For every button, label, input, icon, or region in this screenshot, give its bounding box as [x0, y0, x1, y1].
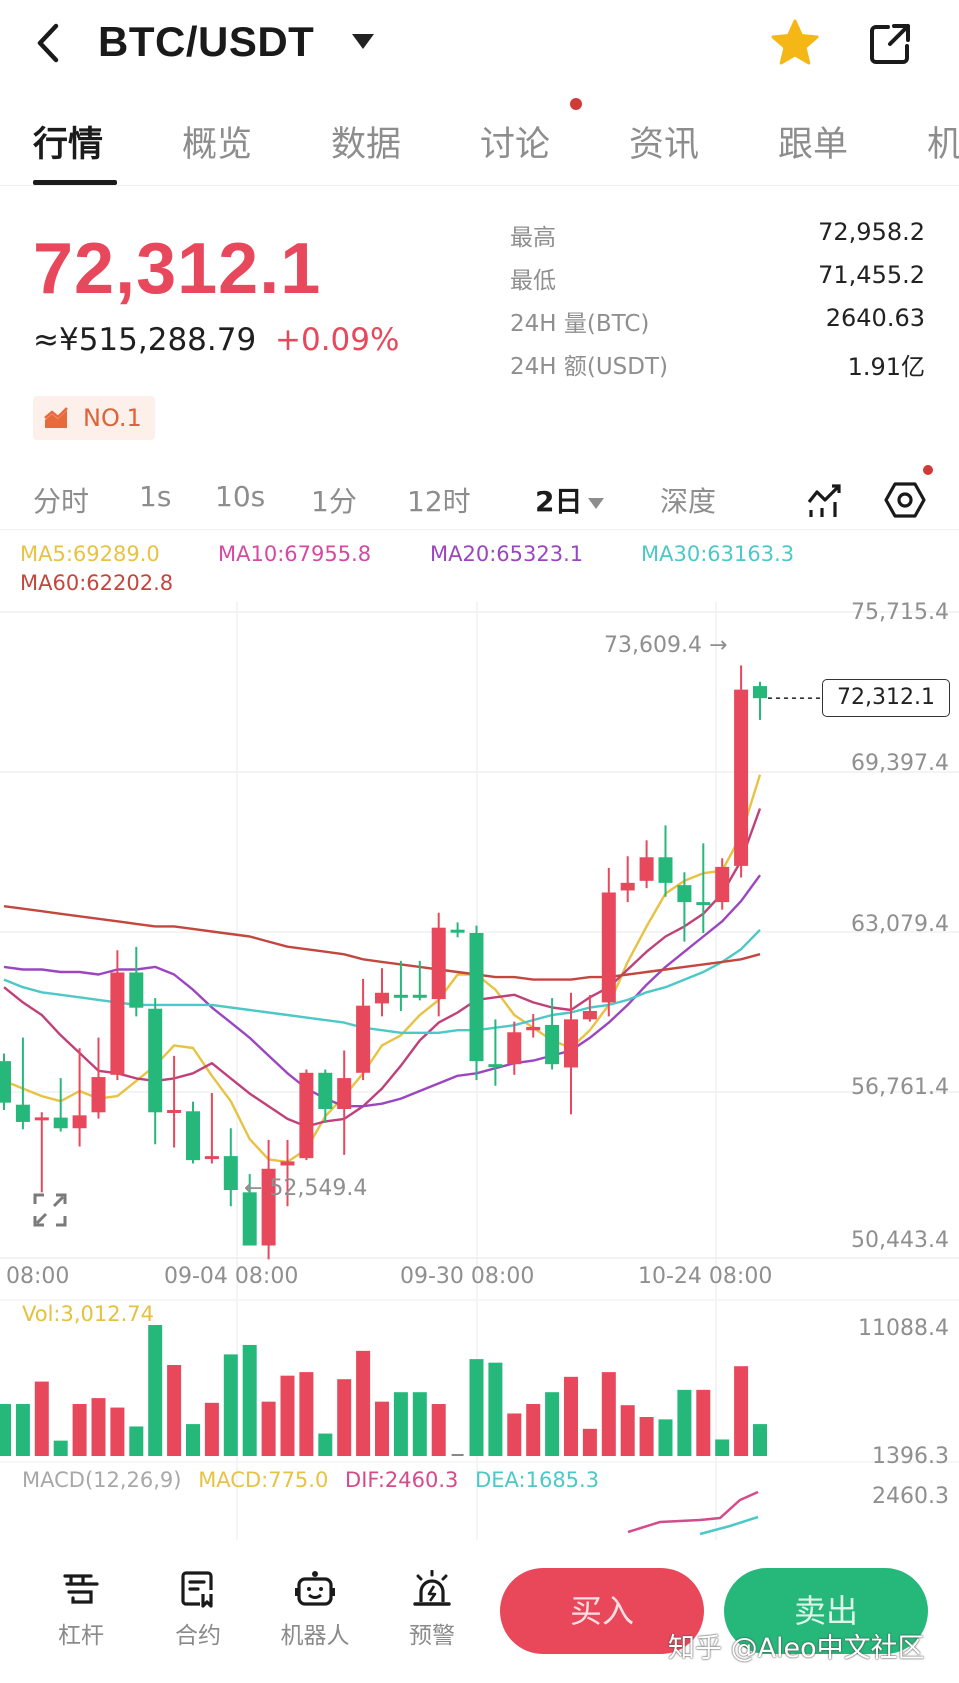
stat-24h-turnover: 24H 额(USDT) 1.91亿 — [510, 343, 930, 386]
ma30-label: MA30:63163.3 — [641, 542, 795, 566]
last-price: 72,312.1 — [33, 229, 322, 309]
stat-low: 最低 71,455.2 — [510, 257, 930, 300]
indicator-chart-icon[interactable] — [805, 480, 847, 520]
ma5-label: MA5:69289.0 — [20, 542, 160, 566]
interval-1min[interactable]: 1分 — [311, 485, 357, 518]
tab-market[interactable]: 行情 — [33, 125, 104, 165]
change-percent: +0.09% — [275, 322, 400, 358]
interval-12h[interactable]: 12时 — [407, 485, 471, 518]
section-tabs: 行情 概览 数据 讨论 资讯 跟单 机 — [0, 98, 959, 186]
macd-value: MACD:775.0 — [198, 1468, 329, 1492]
pair-dropdown-caret-icon[interactable] — [352, 34, 374, 49]
active-tab-indicator — [33, 180, 117, 185]
nav-label: 机器人 — [280, 1623, 350, 1649]
macd-params: MACD(12,26,9) — [22, 1468, 182, 1492]
tab-discussion[interactable]: 讨论 — [480, 125, 551, 165]
robot-icon — [295, 1571, 335, 1606]
stat-value: 1.91亿 — [847, 353, 925, 381]
y-tick-1: 75,715.4 — [851, 600, 949, 625]
favorite-star-icon[interactable] — [768, 18, 822, 68]
macd-dif: DIF:2460.3 — [345, 1468, 459, 1492]
interval-caret-down-icon — [588, 497, 605, 509]
stat-label: 最低 — [510, 268, 556, 294]
stat-value: 71,455.2 — [818, 261, 925, 289]
cny-equivalent: ≈¥515,288.79 — [33, 322, 257, 358]
high-marker-label: 73,609.4 → — [604, 633, 728, 658]
stat-24h-volume: 24H 量(BTC) 2640.63 — [510, 300, 930, 343]
trending-chart-icon — [44, 407, 68, 428]
x-tick-4: 10-24 08:00 — [638, 1264, 773, 1289]
macd-legend: MACD(12,26,9) MACD:775.0 DIF:2460.3 DEA:… — [22, 1468, 609, 1492]
y-tick-3: 63,079.4 — [851, 912, 949, 937]
volume-max-tick: 11088.4 — [858, 1316, 949, 1341]
chart-settings-hex-icon[interactable] — [884, 480, 926, 520]
rank-badge[interactable]: NO.1 — [33, 396, 155, 440]
y-tick-2: 69,397.4 — [851, 751, 949, 776]
interval-timeline[interactable]: 分时 — [33, 485, 90, 518]
ma10-label: MA10:67955.8 — [218, 542, 372, 566]
tab-data[interactable]: 数据 — [331, 125, 402, 165]
stat-value: 72,958.2 — [818, 218, 925, 246]
macd-y-tick: 2460.3 — [872, 1484, 949, 1509]
tab-copy-trading[interactable]: 跟单 — [778, 125, 849, 165]
stat-high: 最高 72,958.2 — [510, 214, 930, 257]
volume-min-tick: 1396.3 — [872, 1444, 949, 1469]
fullscreen-expand-icon[interactable] — [32, 1192, 68, 1228]
nav-alert[interactable]: 预警 — [387, 1570, 477, 1650]
stat-value: 2640.63 — [825, 304, 925, 332]
volume-label: Vol:3,012.74 — [22, 1302, 155, 1326]
stat-label: 最高 — [510, 225, 556, 251]
nav-contract[interactable]: 合约 — [153, 1570, 243, 1650]
pair-title[interactable]: BTC/USDT — [98, 18, 315, 65]
leverage-icon — [63, 1574, 99, 1604]
nav-robot[interactable]: 机器人 — [270, 1570, 360, 1650]
low-marker-label: ← 52,549.4 — [244, 1176, 368, 1201]
tab-more-truncated[interactable]: 机 — [927, 125, 959, 165]
bottom-action-bar: 杠杆 合约 机器人 预警 买入 卖出 — [0, 1540, 959, 1683]
nav-leverage[interactable]: 杠杆 — [36, 1570, 126, 1650]
interval-2d-label: 2日 — [535, 485, 583, 518]
settings-notice-dot — [923, 465, 933, 475]
macd-dea: DEA:1685.3 — [475, 1468, 600, 1492]
source-watermark: 知乎 @Aleo中文社区 — [668, 1633, 925, 1664]
tab-overview[interactable]: 概览 — [182, 125, 253, 165]
share-external-icon[interactable] — [866, 20, 914, 68]
interval-1s[interactable]: 1s — [139, 480, 172, 513]
buy-button[interactable]: 买入 — [500, 1568, 704, 1654]
stats-panel: 最高 72,958.2 最低 71,455.2 24H 量(BTC) 2640.… — [510, 214, 930, 386]
x-tick-1: 08:00 — [6, 1264, 70, 1289]
top-bar: BTC/USDT — [0, 0, 959, 88]
discussion-unread-dot — [570, 98, 582, 110]
y-tick-4: 56,761.4 — [851, 1075, 949, 1100]
sell-button[interactable]: 卖出 — [724, 1568, 928, 1654]
rank-text: NO.1 — [83, 404, 142, 432]
ma60-label: MA60:62202.8 — [20, 571, 174, 595]
x-tick-3: 09-30 08:00 — [400, 1264, 535, 1289]
x-tick-2: 09-04 08:00 — [164, 1264, 299, 1289]
y-tick-5: 50,443.4 — [851, 1228, 949, 1253]
alert-siren-icon — [413, 1570, 451, 1606]
interval-depth[interactable]: 深度 — [660, 485, 717, 518]
candlestick-chart[interactable] — [0, 0, 959, 1540]
nav-label: 杠杆 — [58, 1623, 104, 1649]
stat-label: 24H 额(USDT) — [510, 354, 669, 380]
nav-label: 预警 — [409, 1623, 455, 1649]
interval-toolbar: 分时 1s 10s 1分 12时 2日 深度 — [0, 470, 959, 530]
stat-label: 24H 量(BTC) — [510, 311, 650, 337]
ma20-label: MA20:65323.1 — [430, 542, 584, 566]
interval-10s[interactable]: 10s — [215, 480, 266, 513]
contract-icon — [181, 1571, 213, 1608]
back-chevron-icon[interactable] — [30, 20, 66, 66]
interval-2d[interactable]: 2日 — [535, 480, 605, 520]
tab-news[interactable]: 资讯 — [629, 125, 700, 165]
last-price-tag: 72,312.1 — [822, 679, 950, 718]
nav-label: 合约 — [175, 1623, 221, 1649]
